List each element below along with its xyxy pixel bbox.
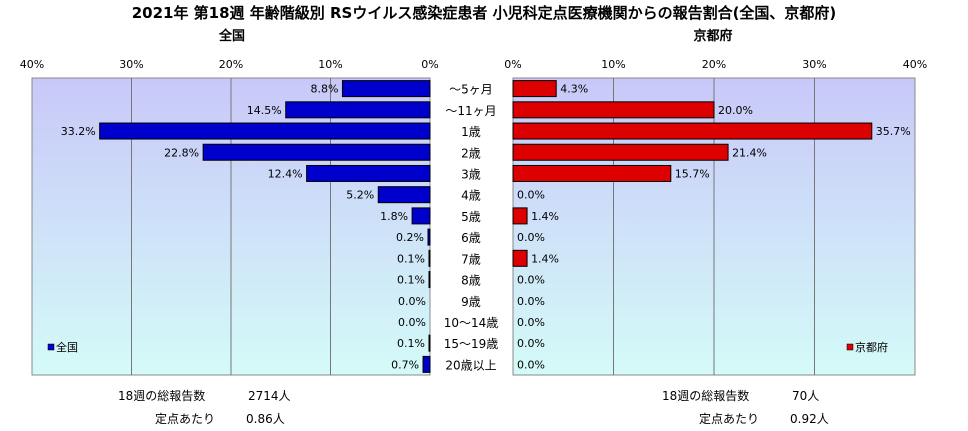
- national-bar: [285, 101, 431, 119]
- national-x-tick-label: 10%: [318, 58, 342, 71]
- age-category-label: 20歳以上: [445, 358, 496, 372]
- national-data-label: 12.4%: [268, 167, 303, 180]
- national-data-label: 14.5%: [247, 104, 282, 117]
- national-legend-label: 全国: [56, 340, 78, 354]
- kyoto-data-label: 0.0%: [517, 316, 545, 329]
- age-category-label: 5歳: [461, 210, 481, 224]
- kyoto-bar: [512, 207, 528, 225]
- national-data-label: 0.7%: [391, 358, 419, 371]
- age-category-label: 7歳: [461, 252, 481, 266]
- national-bar: [202, 143, 431, 161]
- kyoto-legend-label: 京都府: [855, 340, 888, 354]
- kyoto-data-label: 1.4%: [531, 252, 559, 265]
- age-category-label: 15～19歳: [444, 337, 499, 351]
- age-category-label: 4歳: [461, 189, 481, 203]
- age-category-label: 3歳: [461, 167, 481, 181]
- national-bar: [99, 122, 431, 140]
- kyoto-per-label: 定点あたり: [699, 412, 760, 426]
- kyoto-panel-title: 京都府: [693, 28, 732, 44]
- kyoto-x-tick-label: 0%: [504, 58, 521, 71]
- national-bar: [427, 228, 431, 246]
- national-x-tick-label: 30%: [119, 58, 143, 71]
- age-category-label: 9歳: [461, 295, 481, 309]
- national-data-label: 1.8%: [380, 210, 408, 223]
- kyoto-data-label: 4.3%: [560, 83, 588, 96]
- age-category-label: 1歳: [461, 125, 481, 139]
- national-bar: [306, 164, 431, 182]
- national-per-label: 定点あたり: [155, 412, 216, 426]
- national-total-value: 2714人: [248, 389, 291, 403]
- kyoto-data-label: 0.0%: [517, 358, 545, 371]
- kyoto-data-label: 35.7%: [876, 125, 911, 138]
- kyoto-data-label: 1.4%: [531, 210, 559, 223]
- national-data-label: 8.8%: [310, 83, 338, 96]
- kyoto-data-label: 21.4%: [732, 146, 767, 159]
- national-bar: [341, 80, 431, 98]
- national-x-tick-label: 40%: [20, 58, 44, 71]
- kyoto-bar: [512, 143, 729, 161]
- age-category-label: 10～14歳: [444, 316, 499, 330]
- national-bar: [377, 186, 431, 204]
- national-per-value: 0.86人: [246, 412, 285, 426]
- kyoto-bar: [512, 101, 715, 119]
- kyoto-x-tick-label: 30%: [802, 58, 826, 71]
- national-data-label: 33.2%: [61, 125, 96, 138]
- national-legend-swatch: [47, 343, 55, 351]
- national-panel-title: 全国: [218, 28, 245, 44]
- national-data-label: 0.0%: [398, 316, 426, 329]
- chart-title: 2021年 第18週 年齢階級別 RSウイルス感染症患者 小児科定点医療機関から…: [132, 4, 837, 22]
- national-bar: [411, 207, 431, 225]
- national-data-label: 22.8%: [164, 146, 199, 159]
- age-category-label: ～11ヶ月: [445, 104, 496, 118]
- national-bar: [428, 271, 431, 289]
- kyoto-legend-swatch: [846, 343, 854, 351]
- national-data-label: 0.2%: [396, 231, 424, 244]
- national-data-label: 5.2%: [346, 189, 374, 202]
- national-data-label: 0.0%: [398, 295, 426, 308]
- kyoto-data-label: 20.0%: [718, 104, 753, 117]
- kyoto-data-label: 0.0%: [517, 337, 545, 350]
- kyoto-data-label: 15.7%: [675, 167, 710, 180]
- kyoto-bar: [512, 164, 672, 182]
- kyoto-total-value: 70人: [792, 389, 820, 403]
- chart-marks: 40% 30% 20% 10% 0% 8.8% 14.5% 33.2% 22.8% 12.4% 5.…: [20, 58, 927, 376]
- kyoto-total-label: 18週の総報告数: [662, 389, 750, 403]
- national-bar: [422, 355, 431, 373]
- national-data-label: 0.1%: [397, 274, 425, 287]
- kyoto-x-tick-label: 40%: [903, 58, 927, 71]
- kyoto-data-label: 0.0%: [517, 189, 545, 202]
- kyoto-bar: [512, 80, 557, 98]
- kyoto-data-label: 0.0%: [517, 274, 545, 287]
- national-total-label: 18週の総報告数: [118, 389, 206, 403]
- age-category-label: 2歳: [461, 146, 481, 160]
- kyoto-bar: [512, 122, 873, 140]
- national-bar: [428, 249, 431, 267]
- kyoto-bar: [512, 249, 528, 267]
- kyoto-data-label: 0.0%: [517, 295, 545, 308]
- kyoto-per-value: 0.92人: [790, 412, 829, 426]
- national-bar: [428, 334, 431, 352]
- national-x-tick-label: 0%: [421, 58, 438, 71]
- age-category-label: ～5ヶ月: [449, 83, 493, 97]
- kyoto-x-tick-label: 10%: [601, 58, 625, 71]
- kyoto-x-tick-label: 20%: [702, 58, 726, 71]
- age-category-label: 6歳: [461, 231, 481, 245]
- national-x-tick-label: 20%: [219, 58, 243, 71]
- national-data-label: 0.1%: [397, 252, 425, 265]
- national-data-label: 0.1%: [397, 337, 425, 350]
- kyoto-data-label: 0.0%: [517, 231, 545, 244]
- age-category-label: 8歳: [461, 274, 481, 288]
